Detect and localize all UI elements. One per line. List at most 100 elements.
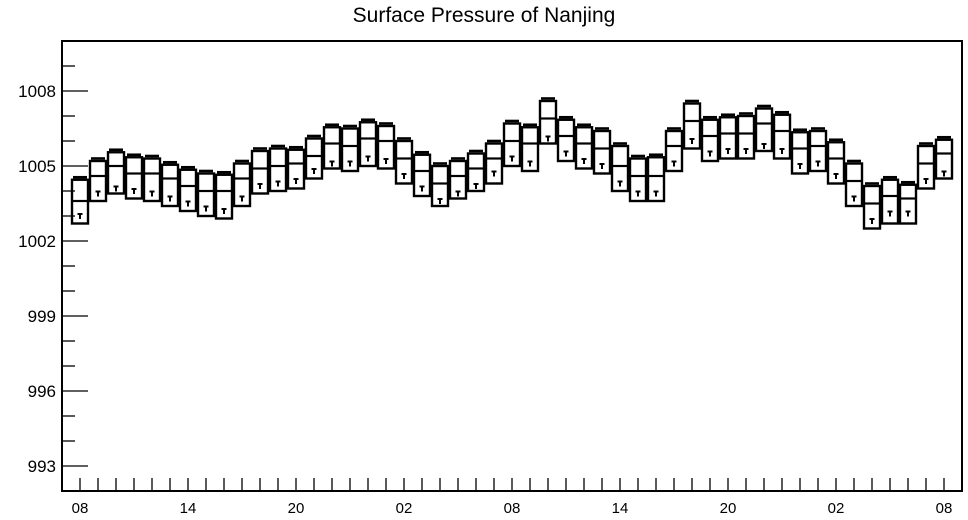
box-iqr bbox=[178, 168, 198, 213]
box-47 bbox=[916, 142, 936, 190]
box-33 bbox=[664, 127, 684, 173]
box-iqr bbox=[628, 157, 648, 203]
box-iqr bbox=[124, 156, 144, 200]
box-16 bbox=[358, 118, 378, 168]
box-iqr bbox=[466, 152, 486, 193]
box-40 bbox=[790, 128, 810, 175]
y-tick-label: 999 bbox=[28, 307, 56, 326]
x-tick-label: 08 bbox=[72, 500, 89, 517]
box-41 bbox=[808, 127, 828, 173]
box-iqr bbox=[520, 126, 540, 173]
box-39 bbox=[772, 110, 792, 160]
box-25 bbox=[520, 123, 540, 173]
box-iqr bbox=[358, 121, 378, 168]
box-46 bbox=[898, 180, 918, 225]
box-iqr bbox=[556, 118, 576, 163]
box-34 bbox=[682, 99, 702, 150]
box-0 bbox=[70, 175, 90, 225]
box-iqr bbox=[322, 126, 342, 170]
box-iqr bbox=[484, 142, 504, 185]
box-6 bbox=[178, 165, 198, 213]
boxes bbox=[70, 97, 954, 230]
box-22 bbox=[466, 149, 486, 193]
box-iqr bbox=[448, 159, 468, 200]
box-iqr bbox=[340, 127, 360, 173]
y-tick-label: 993 bbox=[28, 457, 56, 476]
x-tick-label: 14 bbox=[612, 500, 629, 517]
box-iqr bbox=[538, 99, 558, 145]
box-iqr bbox=[286, 148, 306, 190]
box-iqr bbox=[214, 173, 234, 220]
box-iqr bbox=[268, 147, 288, 193]
x-tick-label: 08 bbox=[504, 500, 521, 517]
box-iqr bbox=[196, 172, 216, 218]
box-30 bbox=[610, 142, 630, 193]
box-5 bbox=[160, 160, 180, 208]
box-24 bbox=[502, 119, 522, 168]
box-31 bbox=[628, 154, 648, 203]
box-15 bbox=[340, 124, 360, 173]
box-iqr bbox=[430, 164, 450, 208]
box-32 bbox=[646, 153, 666, 203]
plot-frame bbox=[61, 40, 963, 492]
box-8 bbox=[214, 170, 234, 220]
box-iqr bbox=[394, 139, 414, 185]
box-iqr bbox=[574, 126, 594, 170]
box-4 bbox=[142, 154, 162, 203]
y-tick-label: 1002 bbox=[18, 232, 56, 251]
box-iqr bbox=[160, 163, 180, 208]
box-13 bbox=[304, 134, 324, 180]
box-iqr bbox=[880, 178, 900, 225]
box-iqr bbox=[772, 113, 792, 160]
box-11 bbox=[268, 144, 288, 193]
x-tick-label: 02 bbox=[828, 500, 845, 517]
y-tick-label: 1008 bbox=[18, 82, 56, 101]
box-iqr bbox=[106, 151, 126, 195]
x-tick-label: 20 bbox=[720, 500, 737, 517]
x-tick-label: 14 bbox=[180, 500, 197, 517]
box-iqr bbox=[232, 162, 252, 208]
box-20 bbox=[430, 162, 450, 208]
x-tick-label: 20 bbox=[288, 500, 305, 517]
box-14 bbox=[322, 123, 342, 170]
box-iqr bbox=[898, 183, 918, 225]
box-37 bbox=[736, 112, 756, 160]
box-iqr bbox=[826, 141, 846, 185]
box-iqr bbox=[790, 131, 810, 175]
box-iqr bbox=[304, 137, 324, 180]
box-iqr bbox=[916, 144, 936, 190]
box-38 bbox=[754, 104, 774, 153]
box-19 bbox=[412, 150, 432, 198]
box-iqr bbox=[736, 114, 756, 160]
box-35 bbox=[700, 115, 720, 163]
box-27 bbox=[556, 115, 576, 163]
y-tick-label: 1005 bbox=[18, 157, 56, 176]
x-tick-label: 08 bbox=[936, 500, 953, 517]
axes: 993 996 999 1002 1005 1008 08 14 20 02 08 14 20 02 08 bbox=[18, 40, 963, 517]
box-1 bbox=[88, 157, 108, 203]
box-iqr bbox=[754, 107, 774, 153]
box-iqr bbox=[376, 124, 396, 170]
box-45 bbox=[880, 175, 900, 225]
box-iqr bbox=[934, 138, 954, 180]
box-26 bbox=[538, 97, 558, 145]
box-iqr bbox=[412, 153, 432, 198]
box-9 bbox=[232, 159, 252, 208]
box-17 bbox=[376, 122, 396, 170]
box-7 bbox=[196, 169, 216, 218]
box-iqr bbox=[808, 129, 828, 173]
box-iqr bbox=[502, 122, 522, 168]
box-18 bbox=[394, 137, 414, 185]
box-iqr bbox=[718, 116, 738, 160]
box-36 bbox=[718, 113, 738, 160]
box-iqr bbox=[682, 102, 702, 150]
box-12 bbox=[286, 145, 306, 190]
box-iqr bbox=[700, 118, 720, 163]
box-48 bbox=[934, 135, 954, 180]
box-29 bbox=[592, 127, 612, 175]
box-iqr bbox=[88, 159, 108, 203]
box-21 bbox=[448, 157, 468, 200]
y-tick-label: 996 bbox=[28, 382, 56, 401]
box-23 bbox=[484, 139, 504, 185]
